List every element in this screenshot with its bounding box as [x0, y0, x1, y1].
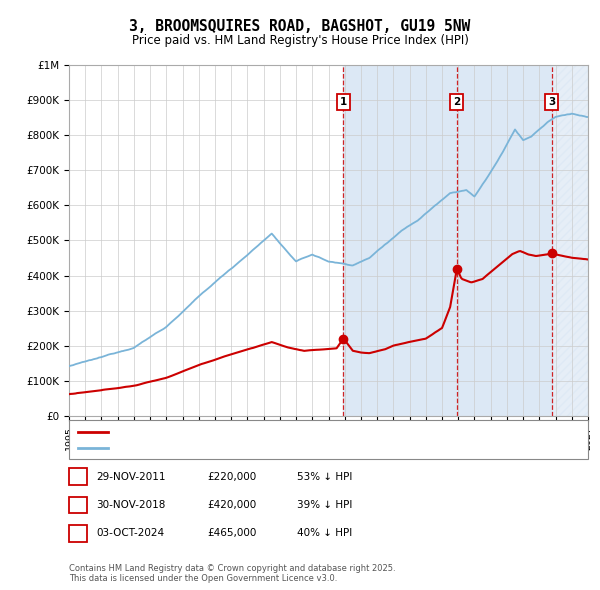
Text: 53% ↓ HPI: 53% ↓ HPI — [297, 472, 352, 481]
Text: 3, BROOMSQUIRES ROAD, BAGSHOT, GU19 5NW (detached house): 3, BROOMSQUIRES ROAD, BAGSHOT, GU19 5NW … — [113, 427, 446, 437]
Bar — [457, 65, 551, 416]
Text: £420,000: £420,000 — [207, 500, 256, 510]
Bar — [343, 65, 457, 416]
Text: 1: 1 — [74, 472, 82, 481]
Text: 3: 3 — [74, 529, 82, 538]
Text: £465,000: £465,000 — [207, 529, 256, 538]
Text: £220,000: £220,000 — [207, 472, 256, 481]
Text: 30-NOV-2018: 30-NOV-2018 — [96, 500, 166, 510]
Text: Contains HM Land Registry data © Crown copyright and database right 2025.
This d: Contains HM Land Registry data © Crown c… — [69, 563, 395, 583]
Text: HPI: Average price, detached house, Surrey Heath: HPI: Average price, detached house, Surr… — [113, 443, 363, 453]
Bar — [551, 65, 588, 416]
Text: 3, BROOMSQUIRES ROAD, BAGSHOT, GU19 5NW: 3, BROOMSQUIRES ROAD, BAGSHOT, GU19 5NW — [130, 19, 470, 34]
Text: 40% ↓ HPI: 40% ↓ HPI — [297, 529, 352, 538]
Text: 2: 2 — [74, 500, 82, 510]
Text: 3: 3 — [548, 97, 555, 107]
Text: 29-NOV-2011: 29-NOV-2011 — [96, 472, 166, 481]
Text: 03-OCT-2024: 03-OCT-2024 — [96, 529, 164, 538]
Text: 1: 1 — [340, 97, 347, 107]
Text: 39% ↓ HPI: 39% ↓ HPI — [297, 500, 352, 510]
Text: Price paid vs. HM Land Registry's House Price Index (HPI): Price paid vs. HM Land Registry's House … — [131, 34, 469, 47]
Text: 2: 2 — [454, 97, 461, 107]
